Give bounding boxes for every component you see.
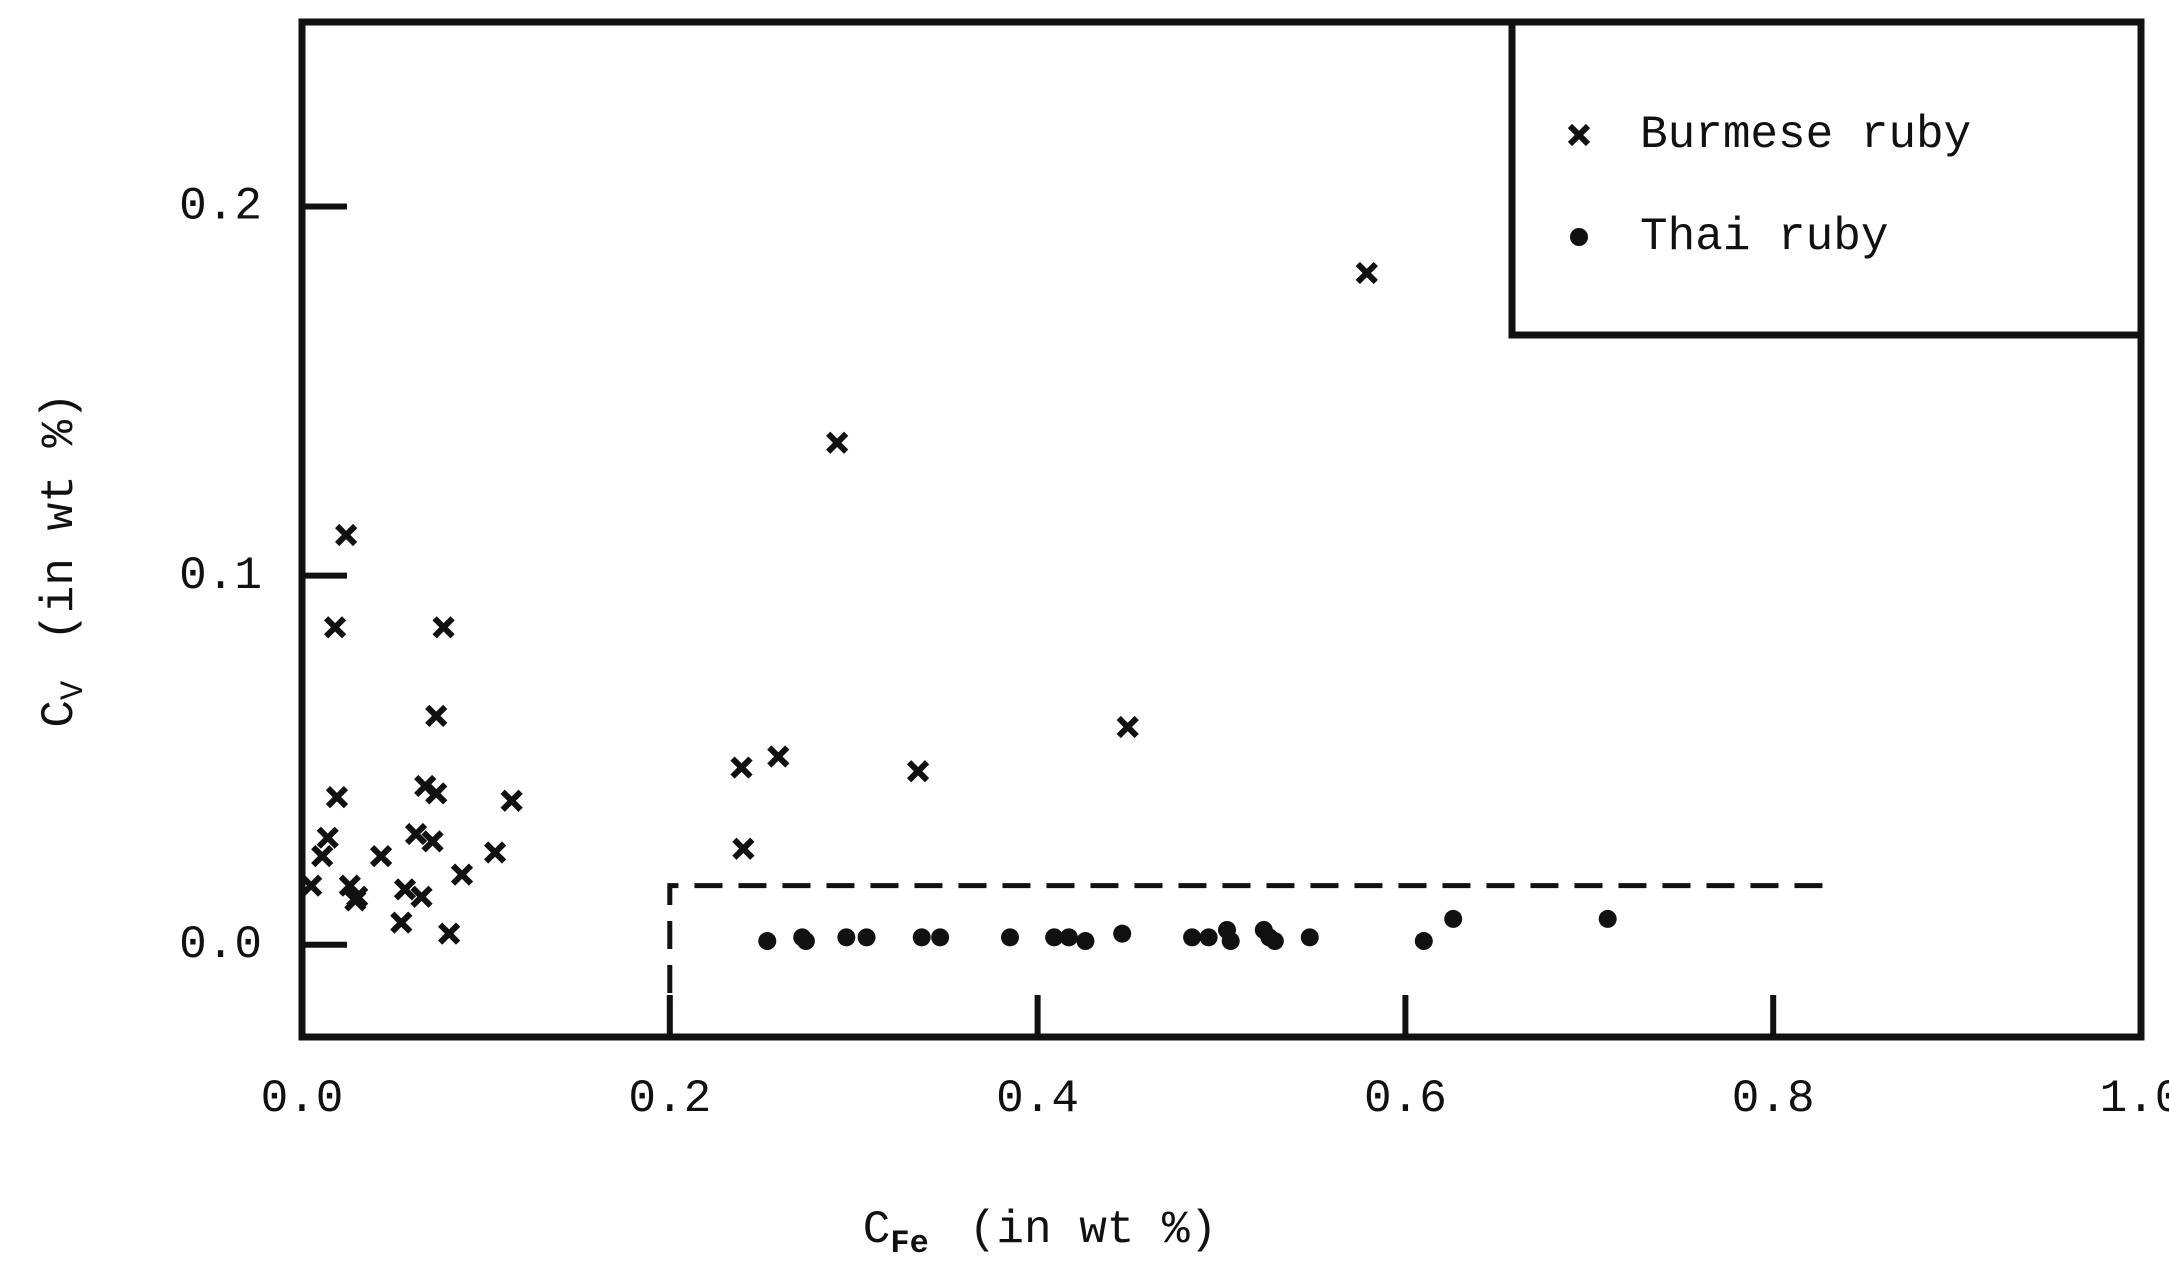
x-tick-label: 0.6 xyxy=(1364,1073,1447,1125)
dot-marker xyxy=(1059,928,1078,947)
x-label-unit: (in wt %) xyxy=(969,1204,1217,1256)
x-tick-label: 0.4 xyxy=(996,1073,1079,1125)
x-marker xyxy=(826,431,849,454)
dot-marker xyxy=(1300,928,1319,947)
y-label-unit: (in wt %) xyxy=(34,392,86,640)
x-marker xyxy=(421,830,444,853)
plot-frame xyxy=(298,18,2145,1041)
x-tick-label: 0.0 xyxy=(261,1073,344,1125)
x-marker xyxy=(325,785,349,809)
x-tick-label: 0.8 xyxy=(1732,1073,1815,1125)
dot-marker xyxy=(1265,932,1284,951)
x-axis-label: CFe (in wt %) xyxy=(863,1204,1217,1262)
x-marker xyxy=(404,822,428,846)
x-marker xyxy=(437,922,461,945)
dot-marker xyxy=(837,928,856,947)
dot-marker xyxy=(1183,928,1202,947)
x-marker xyxy=(323,616,347,639)
x-marker xyxy=(410,885,433,908)
y-label-main: C xyxy=(34,700,86,728)
dot-marker xyxy=(1001,928,1020,947)
x-marker xyxy=(906,760,930,783)
x-marker xyxy=(732,837,755,860)
x-marker xyxy=(316,826,339,849)
x-marker xyxy=(393,878,417,901)
y-axis-label: CV (in wt %) xyxy=(34,392,92,727)
x-marker xyxy=(300,874,323,897)
dot-marker xyxy=(1199,928,1218,947)
y-label-sub: V xyxy=(55,680,92,700)
x-marker xyxy=(425,782,448,805)
x-marker xyxy=(432,616,455,639)
dot-marker xyxy=(758,932,777,951)
legend-box xyxy=(1508,18,2145,339)
dot-marker xyxy=(1045,928,1064,947)
x-marker xyxy=(1116,715,1139,739)
x-marker xyxy=(500,789,523,812)
dot-marker xyxy=(1598,909,1617,928)
legend-label: Thai ruby xyxy=(1640,211,1888,263)
legend-label: Burmese ruby xyxy=(1640,109,1971,161)
x-marker xyxy=(1567,123,1591,147)
highlight-box xyxy=(667,883,1838,1037)
dot-marker xyxy=(1570,228,1588,246)
dot-marker xyxy=(931,928,950,947)
x-marker xyxy=(390,911,413,934)
dot-marker xyxy=(1444,909,1463,928)
x-marker xyxy=(346,885,369,908)
x-marker xyxy=(730,756,753,779)
x-label-main: C xyxy=(863,1204,891,1256)
x-label-sub: Fe xyxy=(890,1225,928,1262)
x-tick-label: 0.2 xyxy=(628,1073,711,1125)
dot-marker xyxy=(1414,932,1433,951)
x-marker xyxy=(450,863,474,886)
dot-marker xyxy=(1076,932,1095,951)
x-marker xyxy=(311,845,334,868)
dot-marker xyxy=(857,928,876,947)
x-marker xyxy=(1355,261,1378,285)
x-marker xyxy=(483,841,507,864)
y-tick-label: 0.2 xyxy=(179,181,262,233)
x-marker xyxy=(369,845,393,868)
y-tick-label: 0.0 xyxy=(179,919,262,971)
x-marker xyxy=(767,745,790,768)
dot-marker xyxy=(912,928,931,947)
dot-marker xyxy=(796,932,815,951)
dot-marker xyxy=(1221,932,1240,951)
y-tick-label: 0.1 xyxy=(179,550,262,602)
dot-marker xyxy=(1113,924,1132,943)
x-marker xyxy=(425,704,448,728)
x-tick-label: 1.0 xyxy=(2100,1073,2169,1125)
x-marker xyxy=(335,523,358,547)
